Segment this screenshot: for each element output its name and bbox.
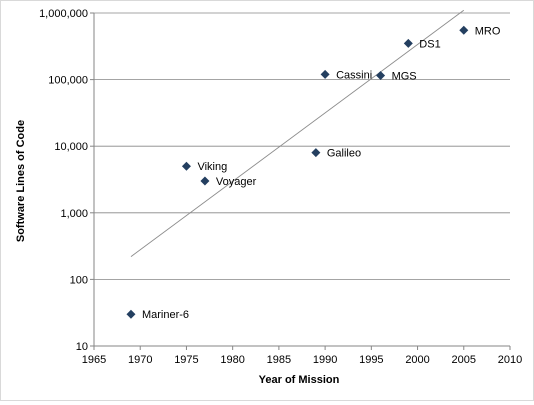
data-point-marker bbox=[376, 71, 386, 81]
x-tick-label: 1985 bbox=[267, 354, 291, 366]
data-point-label: Galileo bbox=[327, 148, 361, 160]
data-point-marker bbox=[200, 176, 210, 186]
data-point-label: Cassini bbox=[336, 69, 372, 81]
x-tick-label: 2000 bbox=[405, 354, 429, 366]
y-tick-label: 10,000 bbox=[54, 141, 88, 153]
y-tick-label: 1,000 bbox=[60, 208, 88, 220]
data-point-label: Mariner-6 bbox=[142, 309, 189, 321]
x-tick-label: 1990 bbox=[313, 354, 337, 366]
data-point-marker bbox=[311, 148, 321, 158]
x-tick-label: 1970 bbox=[128, 354, 152, 366]
data-point-label: DS1 bbox=[419, 38, 440, 50]
data-points bbox=[126, 25, 469, 319]
x-tick-label: 1995 bbox=[359, 354, 383, 366]
axes bbox=[90, 12, 511, 350]
data-point-marker bbox=[181, 161, 191, 171]
data-point-marker bbox=[403, 38, 413, 48]
data-point-label: MGS bbox=[392, 71, 417, 83]
data-point-marker bbox=[320, 69, 330, 79]
x-axis-title: Year of Mission bbox=[259, 374, 340, 386]
y-tick-label: 100 bbox=[70, 274, 88, 286]
data-point-marker bbox=[126, 309, 136, 319]
x-tick-label: 2005 bbox=[452, 354, 476, 366]
tick-labels: 10 100 1,000 10,000 100,000 1,000,000 1965 1970… bbox=[39, 8, 522, 366]
gridlines bbox=[94, 12, 510, 280]
y-tick-label: 1,000,000 bbox=[39, 8, 88, 20]
y-tick-label: 100,000 bbox=[48, 75, 88, 87]
y-axis-title: Software Lines of Code bbox=[15, 120, 27, 242]
data-point-label: Viking bbox=[197, 161, 227, 173]
trendline-layer bbox=[130, 9, 465, 257]
trendline bbox=[130, 9, 465, 257]
point-labels: Mariner-6 Viking Voyager Galileo Cassini MGS D… bbox=[142, 25, 501, 321]
x-tick-label: 1965 bbox=[82, 354, 106, 366]
x-tick-label: 1975 bbox=[174, 354, 198, 366]
y-tick-label: 10 bbox=[76, 341, 88, 353]
data-point-marker bbox=[459, 25, 469, 35]
x-tick-label: 2010 bbox=[498, 354, 522, 366]
data-point-label: MRO bbox=[475, 25, 501, 37]
data-point-label: Voyager bbox=[216, 176, 257, 188]
x-tick-label: 1980 bbox=[220, 354, 244, 366]
